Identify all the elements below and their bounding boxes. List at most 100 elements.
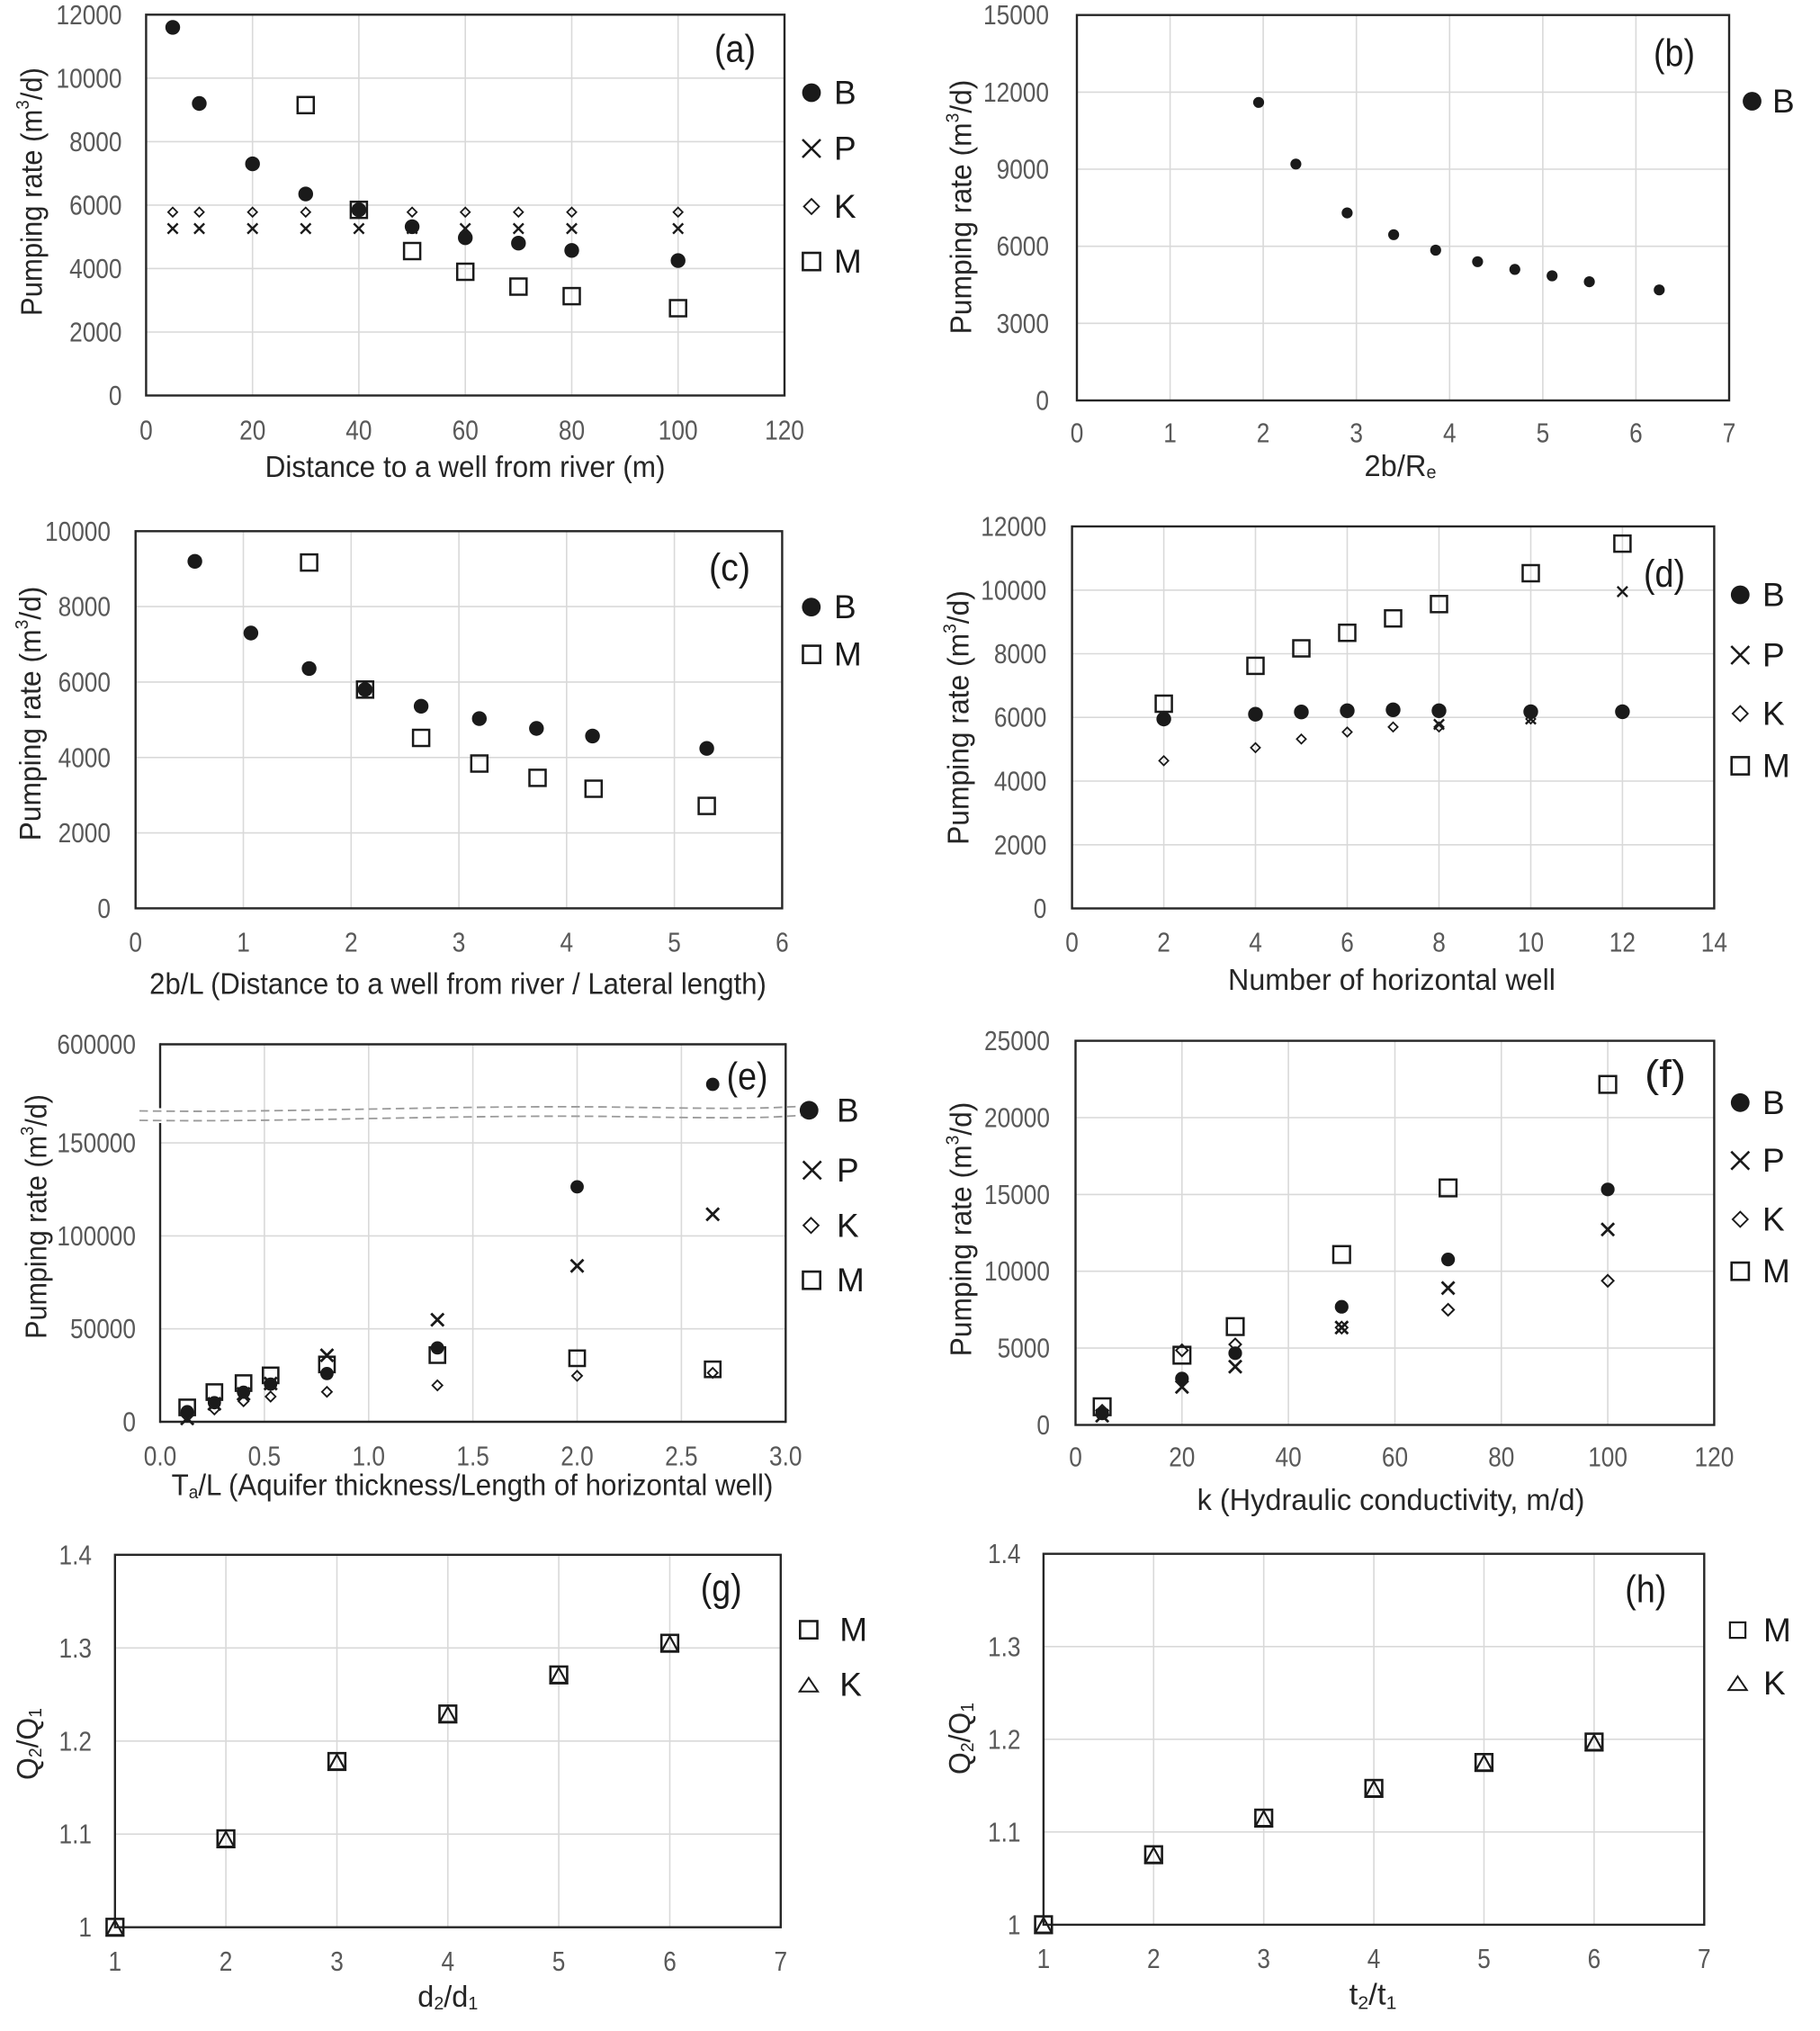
svg-text:(e): (e) bbox=[727, 1056, 768, 1099]
svg-text:5000: 5000 bbox=[998, 1333, 1050, 1364]
svg-text:P: P bbox=[834, 130, 856, 167]
svg-text:3: 3 bbox=[1349, 418, 1363, 449]
svg-text:0: 0 bbox=[109, 380, 122, 411]
svg-text:M: M bbox=[1762, 748, 1790, 785]
svg-text:2000: 2000 bbox=[994, 829, 1046, 860]
svg-text:15000: 15000 bbox=[983, 0, 1049, 31]
svg-text:600000: 600000 bbox=[57, 1029, 136, 1060]
svg-text:1.1: 1.1 bbox=[59, 1819, 93, 1850]
svg-text:6000: 6000 bbox=[997, 230, 1049, 262]
svg-text:0.0: 0.0 bbox=[144, 1441, 177, 1472]
svg-text:Pumping rate (m3/d): Pumping rate (m3/d) bbox=[13, 67, 49, 316]
svg-text:14: 14 bbox=[1701, 927, 1727, 958]
svg-text:M: M bbox=[837, 1262, 865, 1299]
svg-text:1.3: 1.3 bbox=[59, 1632, 93, 1664]
svg-text:M: M bbox=[834, 243, 862, 280]
svg-text:6: 6 bbox=[1629, 418, 1643, 449]
svg-text:120: 120 bbox=[765, 415, 804, 446]
svg-text:150000: 150000 bbox=[57, 1128, 136, 1159]
svg-text:B: B bbox=[1772, 83, 1795, 120]
svg-text:1: 1 bbox=[1008, 1909, 1021, 1940]
svg-text:B: B bbox=[1762, 1084, 1785, 1121]
svg-text:M: M bbox=[1763, 1612, 1791, 1649]
svg-text:120: 120 bbox=[1695, 1441, 1735, 1472]
svg-text:(h): (h) bbox=[1625, 1568, 1666, 1612]
svg-text:4: 4 bbox=[442, 1946, 455, 1977]
svg-text:9000: 9000 bbox=[997, 154, 1049, 185]
svg-text:Ta/L (Aquifer thickness/Length: Ta/L (Aquifer thickness/Length of horizo… bbox=[172, 1469, 774, 1504]
svg-text:M: M bbox=[1762, 1253, 1790, 1290]
svg-text:5: 5 bbox=[668, 927, 681, 958]
svg-text:7: 7 bbox=[775, 1946, 788, 1977]
svg-text:6000: 6000 bbox=[994, 702, 1046, 733]
svg-text:6: 6 bbox=[663, 1946, 677, 1977]
svg-text:k (Hydraulic conductivity, m/d: k (Hydraulic conductivity, m/d) bbox=[1197, 1482, 1585, 1515]
svg-text:2: 2 bbox=[1257, 418, 1270, 449]
svg-text:1.4: 1.4 bbox=[59, 1539, 93, 1570]
svg-text:1: 1 bbox=[1163, 418, 1177, 449]
svg-text:6000: 6000 bbox=[58, 666, 111, 697]
svg-text:40: 40 bbox=[1276, 1441, 1302, 1472]
svg-text:4000: 4000 bbox=[58, 741, 111, 773]
svg-text:5: 5 bbox=[1477, 1943, 1491, 1974]
svg-text:3.0: 3.0 bbox=[769, 1441, 802, 1472]
svg-text:0: 0 bbox=[97, 893, 111, 924]
svg-text:0: 0 bbox=[122, 1406, 136, 1438]
svg-text:1: 1 bbox=[78, 1911, 92, 1943]
svg-text:Pumping rate (m3/d): Pumping rate (m3/d) bbox=[18, 1094, 53, 1339]
svg-text:15000: 15000 bbox=[984, 1179, 1050, 1210]
svg-text:100000: 100000 bbox=[57, 1220, 136, 1252]
svg-text:2: 2 bbox=[1157, 927, 1170, 958]
svg-text:6: 6 bbox=[776, 927, 789, 958]
svg-text:(d): (d) bbox=[1644, 553, 1685, 596]
svg-text:4000: 4000 bbox=[69, 253, 121, 284]
svg-text:80: 80 bbox=[559, 415, 585, 446]
svg-text:4: 4 bbox=[1249, 927, 1262, 958]
svg-text:P: P bbox=[837, 1152, 859, 1189]
svg-text:60: 60 bbox=[1382, 1441, 1408, 1472]
svg-text:12000: 12000 bbox=[57, 0, 122, 31]
svg-text:0: 0 bbox=[139, 415, 153, 446]
svg-text:8000: 8000 bbox=[69, 126, 121, 157]
svg-text:1.1: 1.1 bbox=[988, 1816, 1021, 1847]
svg-text:B: B bbox=[834, 75, 856, 112]
svg-text:50000: 50000 bbox=[70, 1313, 136, 1344]
svg-text:8000: 8000 bbox=[994, 638, 1046, 670]
svg-text:10: 10 bbox=[1518, 927, 1544, 958]
svg-text:7: 7 bbox=[1698, 1943, 1711, 1974]
svg-text:3: 3 bbox=[330, 1946, 344, 1977]
svg-text:3: 3 bbox=[1257, 1943, 1270, 1974]
svg-text:12000: 12000 bbox=[983, 76, 1049, 108]
svg-text:t2/t1: t2/t1 bbox=[1349, 1978, 1397, 2013]
svg-text:8000: 8000 bbox=[58, 591, 111, 623]
svg-text:5: 5 bbox=[1537, 418, 1550, 449]
svg-text:2.5: 2.5 bbox=[665, 1441, 698, 1472]
svg-text:(g): (g) bbox=[701, 1567, 742, 1610]
svg-text:Pumping rate (m3/d): Pumping rate (m3/d) bbox=[13, 587, 48, 841]
svg-text:0: 0 bbox=[1071, 418, 1084, 449]
svg-text:1: 1 bbox=[109, 1946, 122, 1977]
svg-text:1.3: 1.3 bbox=[988, 1631, 1021, 1662]
svg-text:20000: 20000 bbox=[984, 1102, 1050, 1134]
svg-text:0: 0 bbox=[1065, 927, 1079, 958]
svg-text:2.0: 2.0 bbox=[560, 1441, 594, 1472]
svg-text:Pumping rate (m3/d): Pumping rate (m3/d) bbox=[940, 590, 975, 845]
svg-text:4: 4 bbox=[1443, 418, 1457, 449]
svg-text:Q2/Q1: Q2/Q1 bbox=[944, 1703, 978, 1775]
svg-text:6000: 6000 bbox=[69, 189, 121, 220]
svg-text:6: 6 bbox=[1340, 927, 1354, 958]
svg-text:K: K bbox=[1762, 696, 1785, 732]
svg-text:12000: 12000 bbox=[981, 511, 1046, 543]
svg-text:(a): (a) bbox=[714, 28, 756, 71]
svg-text:6: 6 bbox=[1588, 1943, 1601, 1974]
svg-text:80: 80 bbox=[1488, 1441, 1514, 1472]
svg-text:1.5: 1.5 bbox=[456, 1441, 489, 1472]
svg-text:K: K bbox=[1763, 1665, 1786, 1702]
svg-text:8: 8 bbox=[1432, 927, 1446, 958]
svg-text:4: 4 bbox=[560, 927, 574, 958]
svg-text:1.0: 1.0 bbox=[353, 1441, 386, 1472]
svg-text:0: 0 bbox=[1036, 385, 1049, 417]
svg-text:4: 4 bbox=[1367, 1943, 1381, 1974]
svg-text:2: 2 bbox=[1147, 1943, 1161, 1974]
svg-text:Q2/Q1: Q2/Q1 bbox=[12, 1708, 46, 1780]
